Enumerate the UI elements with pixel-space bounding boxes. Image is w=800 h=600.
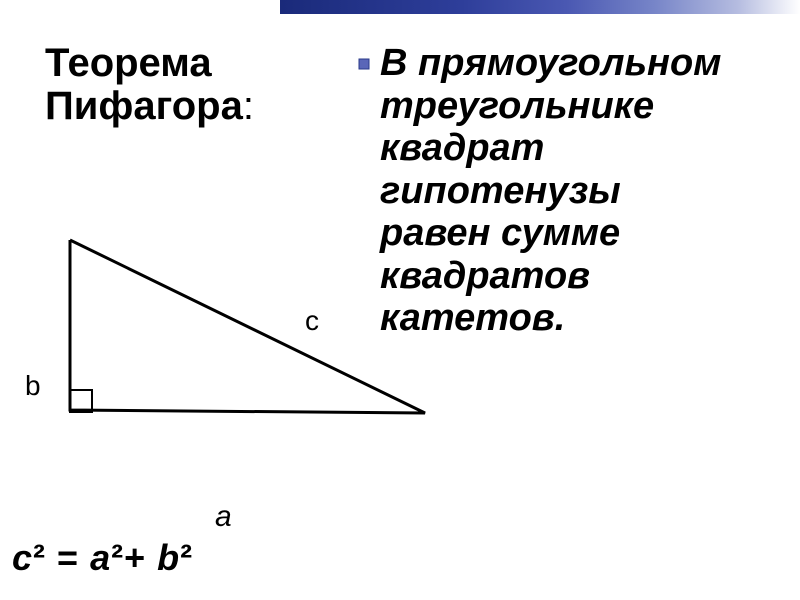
triangle-diagram [55, 235, 455, 440]
title-line1: Теорема [45, 42, 254, 85]
theorem-line: квадрат [380, 127, 721, 170]
slide-title: Теорема Пифагора: [45, 42, 254, 128]
label-c: c [305, 305, 319, 337]
theorem-line: треугольнике [380, 85, 721, 128]
title-line2: Пифагора: [45, 85, 254, 128]
formula: c² = a²+ b² [12, 537, 193, 579]
theorem-line: В прямоугольном [380, 42, 721, 85]
label-a: a [215, 500, 232, 534]
top-accent [0, 0, 800, 14]
label-b: b [25, 370, 41, 402]
bullet-icon [358, 58, 370, 70]
theorem-line: гипотенузы [380, 170, 721, 213]
